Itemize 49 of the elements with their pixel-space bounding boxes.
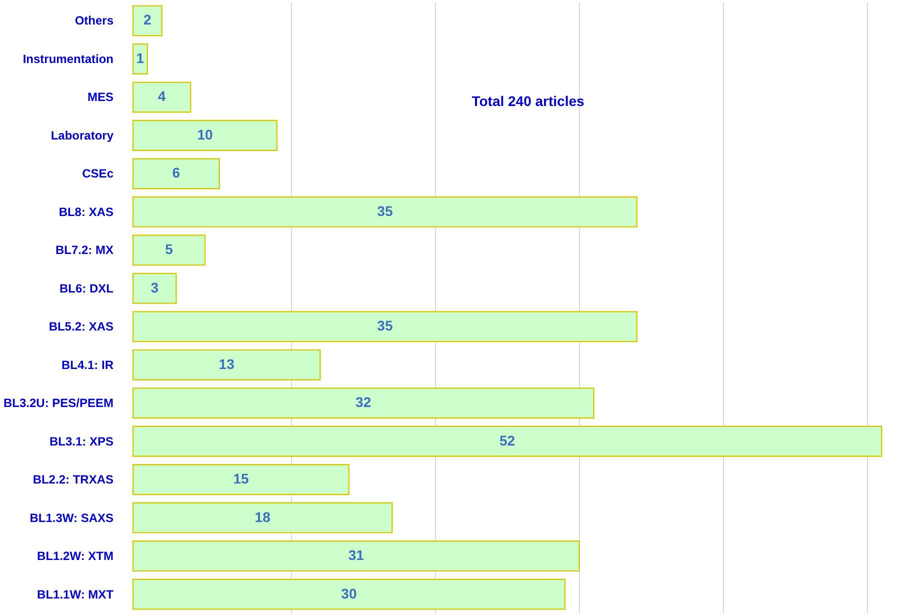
y-tick-label: BL6: DXL (60, 281, 114, 296)
data-label: 32 (356, 394, 372, 410)
bar (132, 196, 638, 228)
y-tick-label: BL4.1: IR (61, 358, 114, 372)
y-tick-label: BL1.3W: SAXS (30, 510, 114, 525)
bar (132, 540, 580, 572)
data-label: 6 (172, 164, 180, 181)
y-tick-label: BL1.1W: MXT (37, 587, 114, 602)
y-tick-label: Laboratory (50, 128, 114, 142)
data-label: 35 (377, 318, 393, 334)
annotation: Total 240 articles (472, 93, 584, 109)
bar (132, 82, 192, 113)
data-label: 35 (377, 202, 393, 219)
bar (132, 388, 594, 419)
data-label: 13 (218, 356, 235, 372)
y-tick-label: BL3.2U: PES/PEEM (3, 396, 114, 410)
bar (132, 502, 393, 534)
y-tick-label: BL3.1: XPS (49, 434, 114, 448)
bar (132, 234, 206, 266)
data-label: 30 (341, 585, 357, 602)
y-tick-label: BL5.2: XAS (48, 320, 114, 334)
bar (132, 349, 321, 380)
data-label: 31 (348, 547, 364, 564)
data-label: 2 (144, 12, 152, 28)
bar (132, 426, 882, 457)
data-label: 18 (254, 508, 271, 525)
data-label: 1 (136, 50, 144, 66)
y-tick-label: BL2.2: TRXAS (32, 472, 114, 487)
bar (132, 578, 566, 610)
data-label: 4 (158, 88, 166, 104)
bar (132, 5, 162, 36)
y-tick-label: Instrumentation (22, 52, 114, 66)
bar (132, 158, 220, 190)
data-label: 3 (150, 279, 159, 296)
bar (132, 43, 148, 74)
y-tick-label: BL7.2: MX (55, 243, 114, 258)
y-tick-label: BL8: XAS (58, 204, 114, 219)
bar (132, 272, 177, 304)
y-tick-label: Others (74, 14, 114, 28)
bar (132, 464, 350, 496)
y-tick-label: CSEc (82, 166, 114, 181)
data-label: 15 (233, 470, 249, 487)
y-tick-label: BL1.2W: XTM (37, 549, 114, 564)
data-label: 5 (165, 241, 174, 258)
y-tick-label: MES (87, 90, 114, 104)
data-label: 10 (197, 126, 213, 142)
data-label: 52 (500, 432, 516, 448)
bar (132, 311, 638, 342)
bar (132, 120, 278, 151)
